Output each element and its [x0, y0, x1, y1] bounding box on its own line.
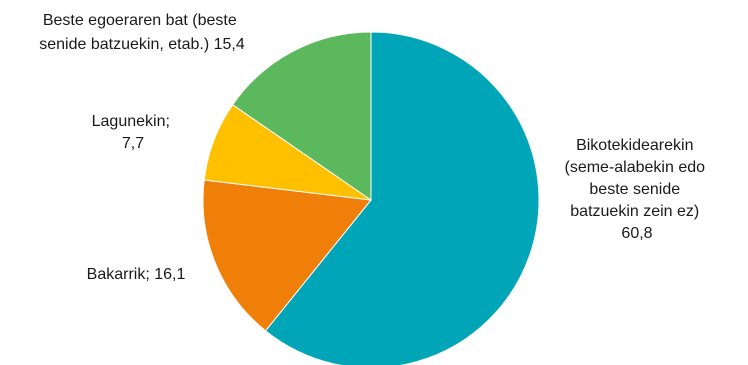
pie-slice-beste-egoera	[231, 31, 372, 201]
slice-label-beste-egoera: Beste egoeraren bat (beste senide batzue…	[39, 12, 245, 53]
pie-slices	[202, 31, 540, 365]
slice-label-bikotekidearekin: Bikotekidearekin (seme-alabekin edo best…	[565, 137, 710, 242]
pie-slice-bakarrik	[202, 179, 372, 332]
slice-label-bakarrik: Bakarrik; 16,1	[87, 266, 186, 283]
pie-slice-bikotekidearekin	[264, 31, 540, 365]
slice-labels: Bikotekidearekin (seme-alabekin edo best…	[39, 12, 710, 283]
slice-label-lagunekin: Lagunekin; 7,7	[92, 113, 175, 152]
